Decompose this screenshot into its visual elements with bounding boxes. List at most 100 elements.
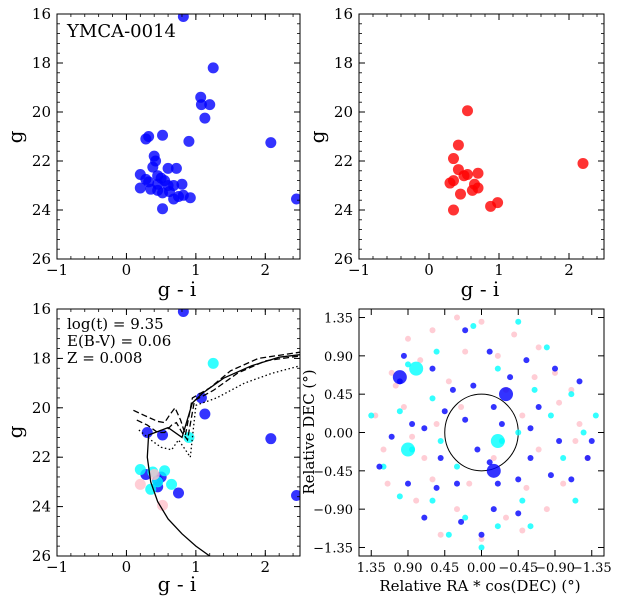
data-point [543,506,550,513]
data-point [478,318,485,325]
data-point [454,314,460,321]
data-point [177,14,189,22]
y-tick-label: 20 [334,103,353,121]
x-tick-label: 1 [191,261,201,279]
data-point [560,480,567,487]
data-point [145,483,157,495]
y-tick-label: −1.35 [313,541,353,556]
plot-3: −1 0 1 2 16 18 20 22 24 26 [32,300,301,576]
plot-1: −1 0 1 2 16 18 20 22 24 26 [32,5,301,279]
data-point [265,433,277,445]
data-point [470,323,477,330]
data-point [572,497,579,504]
data-point [531,374,538,381]
x-tick-label: 0 [122,558,132,576]
data-point [388,369,395,376]
y-tick-label: 18 [32,54,51,72]
data-point [183,135,195,147]
data-point [531,386,538,393]
data-point [448,204,459,216]
data-point [462,416,469,423]
y-tick-label: 26 [32,250,51,268]
data-point [392,382,399,389]
plot-area [368,314,599,551]
data-point [184,192,196,204]
x-tick-label: 1 [191,558,201,576]
panel-sky-map: Relative RA * cos(DEC) (°) Relative DEC … [300,369,581,595]
data-point [490,455,497,462]
x-tick-label: 0.90 [394,561,423,576]
y-tick-label: 22 [334,152,353,170]
data-point [498,420,505,427]
plot-frame [56,13,301,260]
data-point [462,514,469,521]
isochrone-line [133,351,300,436]
isochrone-line [136,355,300,442]
y-tick-label: 20 [32,399,51,417]
data-point [588,438,595,445]
data-point [576,378,583,385]
y-tick-label: 0.45 [324,388,353,403]
data-point [560,455,567,462]
data-point [134,478,146,490]
data-point [458,518,465,525]
data-point [405,361,411,368]
data-point [527,455,534,462]
data-point [448,153,459,165]
data-point [421,455,428,462]
x-tick-label: 1.35 [357,561,386,576]
x-tick-label: 1 [494,261,504,279]
data-point [576,420,583,427]
data-point [552,369,558,376]
data-point [543,344,550,351]
data-point [515,429,522,436]
data-point [437,438,444,445]
data-point [568,391,575,398]
x-tick-label: −1 [46,558,68,576]
data-point [478,531,485,538]
data-point [421,425,428,432]
large-data-point [499,387,513,402]
y-tick-label: 24 [32,498,51,516]
plot-area [444,105,589,216]
data-point [523,357,530,364]
panel4-xlabel: Relative RA * cos(DEC) (°) [379,577,580,595]
data-point [429,476,436,483]
large-data-point [392,370,407,385]
data-point [157,203,169,215]
cluster-radius-circle [444,393,519,472]
data-point [535,344,542,351]
x-tick-label: −0.45 [498,561,538,576]
data-point [380,446,387,453]
data-point [177,309,189,317]
data-point [486,459,493,466]
data-point [405,480,411,487]
data-point [157,499,169,511]
data-point [466,184,478,196]
y-tick-label: 16 [32,300,51,318]
panel2-xlabel: g - i [461,277,500,301]
data-point [170,162,182,174]
data-point [162,162,174,174]
data-point [405,335,411,342]
large-data-point [486,463,501,478]
y-tick-label: 0.90 [324,350,353,365]
data-point [527,425,534,432]
data-point [454,463,460,470]
panel-isochrone-fit: log(t) = 9.35 E(B-V) = 0.06 Z = 0.008 g … [3,315,196,596]
data-point [157,129,169,141]
data-point [445,531,452,538]
plot-area [134,14,300,215]
data-point [454,506,460,513]
data-point [490,403,497,410]
data-point [388,433,395,440]
plot-2: −1 0 1 2 16 18 20 22 24 26 [334,5,605,279]
x-tick-label: −1 [46,261,68,279]
large-data-point [490,434,505,449]
y-tick-label: 26 [334,250,353,268]
data-point [199,408,211,420]
data-point [400,403,407,410]
y-tick-label: 16 [334,5,353,23]
data-point [441,408,448,415]
